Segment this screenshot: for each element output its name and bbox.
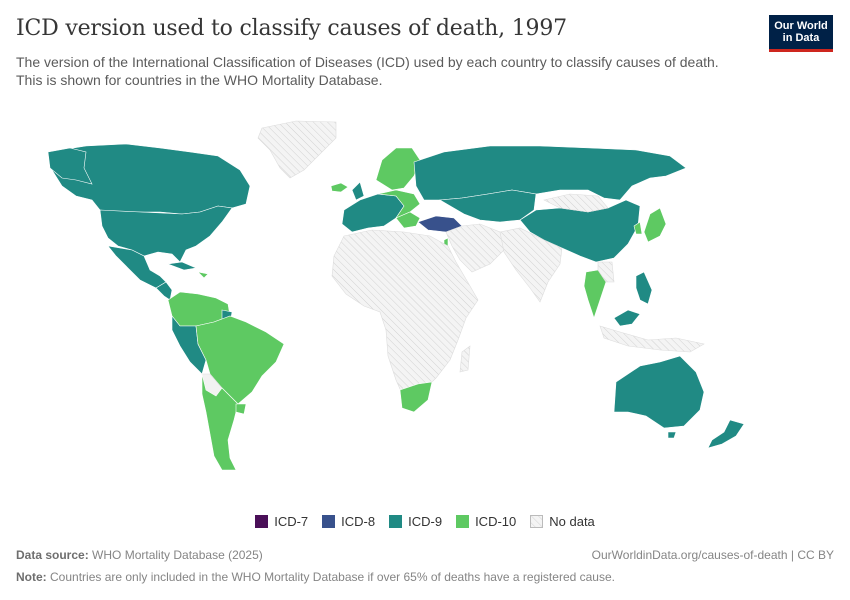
region-usa[interactable] <box>99 205 233 263</box>
region-central-america[interactable] <box>155 281 173 301</box>
legend-item-icd10[interactable]: ICD-10 <box>456 514 516 529</box>
logo-line-2: in Data <box>782 32 820 44</box>
region-south-africa[interactable] <box>399 381 433 413</box>
legend-item-icd8[interactable]: ICD-8 <box>322 514 375 529</box>
legend-label-icd9: ICD-9 <box>408 513 443 529</box>
footnote-text: Countries are only included in the WHO M… <box>50 570 615 584</box>
region-middle-east[interactable] <box>445 223 505 273</box>
region-south-asia[interactable] <box>499 227 563 303</box>
data-source-link[interactable]: WHO Mortality Database (2025) <box>92 548 263 562</box>
region-japan[interactable] <box>643 207 667 243</box>
region-africa[interactable] <box>331 229 479 399</box>
data-source: Data source: WHO Mortality Database (202… <box>16 548 263 562</box>
region-brazil[interactable] <box>195 315 285 405</box>
chart-subtitle: The version of the International Classif… <box>16 54 719 88</box>
region-tasmania[interactable] <box>667 431 677 439</box>
region-alaska[interactable] <box>47 147 93 185</box>
region-russia[interactable] <box>413 145 687 201</box>
region-caribbean[interactable] <box>197 271 209 279</box>
source-url[interactable]: OurWorldinData.org/causes-of-death | CC … <box>591 548 834 562</box>
legend-label-icd7: ICD-7 <box>274 513 309 529</box>
legend-swatch-icd10 <box>456 514 470 528</box>
legend-item-icd7[interactable]: ICD-7 <box>255 514 308 529</box>
region-ecuador-peru[interactable] <box>171 315 207 375</box>
region-cuba[interactable] <box>167 261 198 271</box>
footnote: Note: Countries are only included in the… <box>16 570 615 584</box>
logo-line-1: Our World <box>774 20 828 32</box>
region-uruguay[interactable] <box>235 403 247 415</box>
region-malaysia[interactable] <box>613 309 641 327</box>
region-scandinavia[interactable] <box>375 147 421 191</box>
region-iceland[interactable] <box>330 182 349 193</box>
region-australia[interactable] <box>613 355 705 429</box>
legend-label-icd8: ICD-8 <box>341 513 376 529</box>
legend-item-icd9[interactable]: ICD-9 <box>389 514 442 529</box>
region-mongolia[interactable] <box>543 193 609 213</box>
legend-item-no-data[interactable]: No data <box>530 514 595 529</box>
chart-title: ICD version used to classify causes of d… <box>16 16 567 41</box>
region-indonesia[interactable] <box>599 325 705 353</box>
region-greenland[interactable] <box>257 120 337 179</box>
data-source-label: Data source: <box>16 548 89 562</box>
region-korea[interactable] <box>633 221 643 235</box>
legend: ICD-7 ICD-8 ICD-9 ICD-10 No data <box>0 511 850 531</box>
footnote-label: Note: <box>16 570 47 584</box>
region-new-zealand[interactable] <box>707 419 745 449</box>
world-map <box>47 120 745 471</box>
legend-label-icd10: ICD-10 <box>475 513 517 529</box>
legend-swatch-icd8 <box>322 514 336 528</box>
legend-label-no-data: No data <box>549 513 595 529</box>
region-madagascar[interactable] <box>459 345 471 373</box>
legend-swatch-no-data <box>530 514 544 528</box>
owid-logo[interactable]: Our World in Data <box>769 15 833 52</box>
region-philippines[interactable] <box>635 271 653 305</box>
region-argentina-chile[interactable] <box>201 373 239 471</box>
region-western-europe[interactable] <box>341 193 405 233</box>
legend-swatch-icd9 <box>389 514 403 528</box>
region-uk[interactable] <box>351 181 365 201</box>
region-central-asia[interactable] <box>439 189 537 223</box>
region-indochina[interactable] <box>597 261 615 283</box>
legend-swatch-icd7 <box>255 514 269 528</box>
